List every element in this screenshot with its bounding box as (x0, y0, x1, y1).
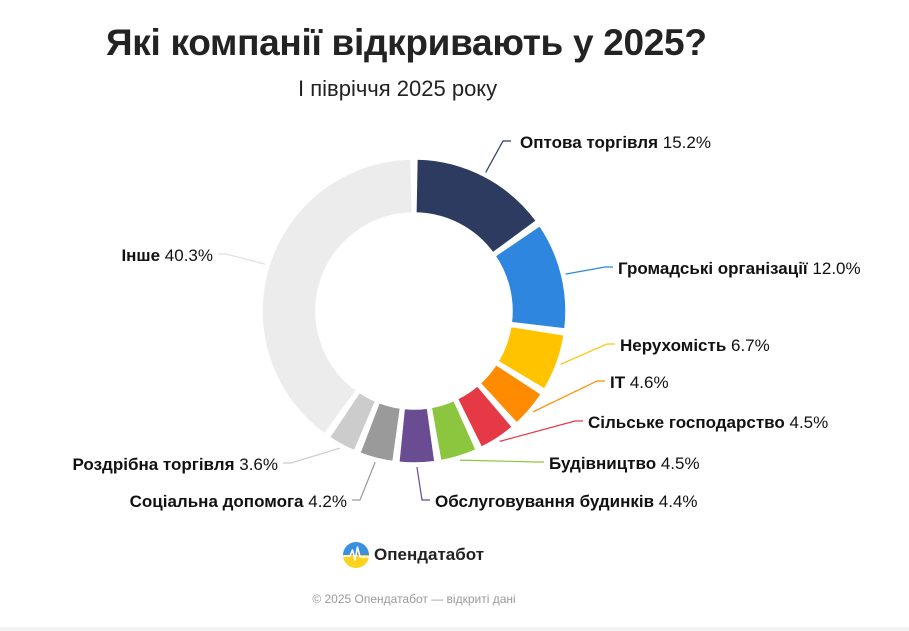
slice-label-4: ІТ 4.6% (610, 373, 669, 392)
slice-label-name: Сільське господарство (588, 413, 785, 432)
slice-label-10: Інше 40.3% (121, 246, 213, 265)
slice-label-name: Інше (121, 246, 160, 265)
slice-label-3: Нерухомість 6.7% (620, 336, 770, 355)
opendatabot-logo-icon (343, 542, 369, 568)
leader-line-10 (218, 253, 266, 265)
slice-label-name: Роздрібна торгівля (73, 455, 235, 474)
slice-label-name: Будівництво (549, 454, 656, 473)
slice-label-value: 4.5% (656, 454, 699, 473)
slice-label-name: Нерухомість (620, 336, 726, 355)
slice-label-1: Оптова торгівля 15.2% (520, 133, 711, 152)
leader-line-6 (459, 459, 544, 463)
slice-label-name: Громадські організації (618, 259, 809, 278)
leader-line-9 (283, 447, 340, 464)
leader-line-5 (499, 420, 583, 442)
leader-line-3 (560, 343, 615, 365)
brand-name: Опендатабот (374, 545, 485, 564)
slice-label-value: 4.2% (304, 492, 347, 511)
slice-label-value: 4.4% (654, 492, 697, 511)
slice-5 (456, 384, 514, 449)
slice-label-name: Оптова торгівля (520, 133, 658, 152)
leader-line-8 (352, 461, 376, 501)
leader-line-1 (485, 140, 511, 173)
slice-label-value: 3.6% (235, 455, 278, 474)
slice-labels: Оптова торгівля 15.2% Громадські організа… (73, 133, 861, 511)
slice-4 (479, 363, 543, 424)
leader-lines (218, 140, 615, 501)
slice-8 (359, 401, 402, 463)
slice-10 (261, 158, 413, 435)
slice-label-value: 4.5% (785, 413, 828, 432)
slice-6 (430, 399, 477, 462)
page-title: Які компанії відкривають у 2025? (106, 22, 707, 63)
slice-label-value: 6.7% (726, 336, 769, 355)
leader-line-7 (416, 466, 430, 501)
slice-label-value: 15.2% (658, 133, 711, 152)
slice-1 (415, 158, 538, 254)
slice-label-value: 40.3% (160, 246, 213, 265)
slice-3 (497, 325, 565, 390)
slice-label-name: ІТ (610, 373, 626, 392)
slice-label-value: 4.6% (625, 373, 668, 392)
slice-label-7: Обслуговування будинків 4.4% (435, 492, 698, 511)
brand-logo: Опендатабот (342, 541, 484, 569)
slice-label-9: Роздрібна торгівля 3.6% (73, 455, 278, 474)
slice-label-2: Громадські організації 12.0% (618, 259, 861, 278)
slice-label-name: Соціальна допомога (130, 492, 304, 511)
slice-label-value: 12.0% (808, 259, 861, 278)
leader-line-2 (565, 266, 613, 275)
slice-2 (494, 224, 567, 330)
page-subtitle: І півріччя 2025 року (298, 76, 498, 101)
slice-label-6: Будівництво 4.5% (549, 454, 700, 473)
bottom-divider (0, 627, 909, 631)
slice-9 (328, 391, 377, 452)
slice-label-8: Соціальна допомога 4.2% (130, 492, 347, 511)
slice-label-name: Обслуговування будинків (435, 492, 654, 511)
donut-slices (261, 158, 567, 464)
slice-7 (398, 407, 436, 464)
leader-line-4 (532, 380, 605, 413)
footer-note: © 2025 Опендатабот — відкриті дані (312, 592, 516, 606)
slice-label-5: Сільське господарство 4.5% (588, 413, 828, 432)
